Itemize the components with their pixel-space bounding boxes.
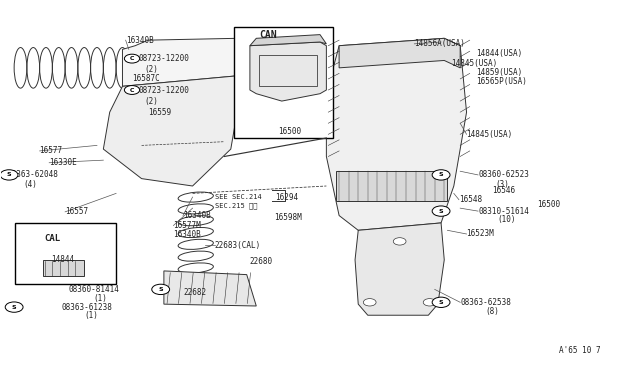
Text: C: C [130, 56, 134, 61]
Circle shape [152, 284, 170, 295]
Text: 08363-62538: 08363-62538 [460, 298, 511, 307]
Text: 16330E: 16330E [49, 158, 77, 167]
Text: SEE SEC.214: SEE SEC.214 [215, 194, 262, 200]
Text: 16294: 16294 [275, 193, 298, 202]
Text: 16500: 16500 [537, 200, 560, 209]
Text: 16340B: 16340B [183, 211, 211, 220]
Text: (8): (8) [486, 307, 500, 316]
Circle shape [124, 86, 140, 94]
Text: (2): (2) [145, 65, 159, 74]
Text: 16548: 16548 [459, 195, 482, 204]
Text: 14844(USA): 14844(USA) [476, 49, 522, 58]
Text: 16557: 16557 [65, 207, 88, 217]
Text: (3): (3) [495, 180, 509, 189]
Text: 08310-51614: 08310-51614 [478, 206, 529, 216]
Text: S: S [12, 305, 17, 310]
Circle shape [364, 299, 376, 306]
Bar [336, 171, 447, 201]
Polygon shape [326, 38, 467, 230]
Circle shape [432, 170, 450, 180]
Polygon shape [164, 271, 256, 306]
Polygon shape [339, 38, 460, 68]
Text: 08363-62048: 08363-62048 [8, 170, 59, 179]
Text: S: S [439, 300, 444, 305]
Circle shape [124, 54, 140, 63]
Text: 08723-12200: 08723-12200 [138, 86, 189, 94]
Text: (4): (4) [24, 180, 38, 189]
Text: 14856A(USA): 14856A(USA) [414, 39, 465, 48]
Circle shape [394, 238, 406, 245]
Text: 16577: 16577 [40, 147, 63, 155]
Circle shape [423, 299, 436, 306]
Text: 22680: 22680 [250, 257, 273, 266]
Text: 08723-12200: 08723-12200 [138, 54, 189, 63]
Text: 16546: 16546 [492, 186, 515, 195]
Text: 08360-81414: 08360-81414 [68, 285, 119, 294]
Text: 14859(USA): 14859(USA) [476, 68, 522, 77]
Text: (10): (10) [497, 215, 516, 224]
Text: 16565P(USA): 16565P(USA) [476, 77, 527, 86]
Polygon shape [250, 35, 326, 46]
Circle shape [432, 297, 450, 308]
FancyBboxPatch shape [15, 223, 116, 284]
Text: S: S [439, 173, 444, 177]
Text: 08363-61238: 08363-61238 [62, 302, 113, 312]
FancyBboxPatch shape [234, 27, 333, 138]
Text: CAL: CAL [45, 234, 61, 243]
Text: C: C [130, 87, 134, 93]
Text: A'65 10 7: A'65 10 7 [559, 346, 600, 355]
Circle shape [5, 302, 23, 312]
Text: 14845(USA): 14845(USA) [467, 130, 513, 139]
Circle shape [0, 170, 18, 180]
Polygon shape [250, 42, 326, 101]
Text: 14845(USA): 14845(USA) [451, 58, 497, 68]
Polygon shape [103, 75, 244, 186]
Text: 16340B: 16340B [173, 230, 201, 239]
Text: 14844: 14844 [51, 255, 74, 264]
Text: 16587C: 16587C [132, 74, 160, 83]
Bar [43, 260, 84, 276]
Text: 16598M: 16598M [274, 213, 302, 222]
Text: S: S [158, 287, 163, 292]
Text: 16559: 16559 [148, 108, 171, 117]
Circle shape [432, 206, 450, 216]
Text: 08360-62523: 08360-62523 [478, 170, 529, 179]
Text: (1): (1) [94, 294, 108, 303]
Text: 16577M: 16577M [173, 221, 201, 230]
Text: 16340B: 16340B [125, 36, 154, 45]
Text: S: S [439, 209, 444, 214]
Text: (1): (1) [84, 311, 98, 320]
Text: 16500: 16500 [278, 127, 301, 136]
Text: S: S [7, 173, 12, 177]
Text: 22683(CAL): 22683(CAL) [215, 241, 261, 250]
Polygon shape [355, 223, 444, 315]
Text: (2): (2) [145, 97, 159, 106]
Text: SEC.215 参図: SEC.215 参図 [215, 202, 257, 208]
Polygon shape [122, 38, 256, 86]
Text: 16523M: 16523M [467, 230, 494, 238]
Text: 22682: 22682 [183, 288, 206, 297]
Text: CAN: CAN [259, 30, 276, 40]
